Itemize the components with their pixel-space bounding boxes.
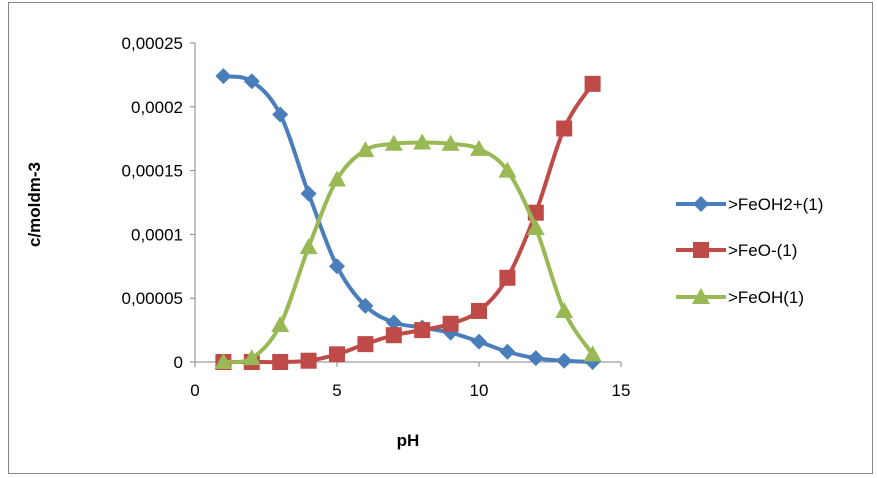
y-tick-label: 0,0001 (131, 225, 183, 244)
series-3-point (299, 238, 318, 255)
series-3-point (526, 219, 545, 236)
y-tick-label: 0,00015 (122, 162, 183, 181)
series-2-point (329, 346, 345, 363)
y-tick-label: 0,00005 (122, 289, 183, 308)
x-tick-label: 0 (190, 381, 199, 400)
series-1-point (215, 68, 232, 85)
y-axis-title: c/moldm-3 (25, 162, 44, 247)
x-tick-label: 10 (470, 381, 489, 400)
series-1-point (527, 350, 544, 367)
series-1-point (243, 73, 260, 90)
series-3-point (384, 134, 403, 151)
y-tick-label: 0 (174, 353, 183, 372)
y-tick-label: 0,00025 (122, 34, 183, 53)
legend-label: >FeOH2+(1) (728, 195, 823, 214)
series-3-point (356, 141, 375, 158)
legend-entry: >FeOH2+(1) (676, 195, 823, 214)
series-2-point (442, 315, 459, 332)
series-3-point (441, 134, 460, 151)
series-2-point (471, 302, 487, 319)
legend: >FeOH2+(1) >FeO-(1) >FeOH(1) (676, 195, 823, 307)
series-3-point (555, 301, 574, 318)
legend-marker (693, 196, 709, 212)
series-3-point (242, 349, 261, 366)
series-2-point (414, 322, 431, 339)
x-tick-label: 15 (612, 381, 631, 400)
series-2-point (584, 75, 601, 92)
series-1-point (556, 352, 573, 369)
series-1 (215, 68, 601, 370)
series-2-point (385, 327, 402, 344)
x-ticks: 0 5 10 15 (190, 362, 630, 400)
y-tick-label: 0,0002 (131, 98, 183, 117)
series-1-point (300, 185, 317, 202)
series-3-point (214, 353, 233, 369)
series-3-point (583, 345, 602, 362)
legend-entry: >FeOH(1) (676, 288, 804, 307)
legend-label: >FeO-(1) (728, 241, 797, 260)
legend-label: >FeOH(1) (728, 288, 804, 307)
series-2-point (556, 120, 573, 137)
legend-entry: >FeO-(1) (676, 241, 797, 260)
series-1-point (499, 343, 516, 360)
series-2-point (300, 352, 317, 369)
chart-frame (8, 2, 873, 474)
series-3-point (413, 133, 432, 150)
series-2-point (357, 336, 374, 353)
axes (194, 43, 621, 363)
series-3-point (498, 161, 517, 178)
legend-marker (692, 288, 710, 304)
series-1-point (272, 106, 289, 123)
series-3-point (271, 315, 290, 332)
series-3 (214, 133, 602, 369)
series-3-point (470, 139, 488, 156)
series-1-point (357, 297, 374, 314)
legend-marker (693, 242, 709, 258)
y-ticks: 0 0,00005 0,0001 0,00015 0,0002 0,00025 (122, 34, 195, 372)
series-3-point (328, 170, 346, 187)
x-axis-title: pH (397, 431, 420, 450)
series-1-point (471, 333, 487, 350)
series-1-point (329, 258, 345, 275)
series-group (214, 68, 602, 370)
series-1-point (385, 314, 402, 331)
series-2-point (499, 269, 516, 286)
x-tick-label: 5 (332, 381, 341, 400)
series-2-point (272, 354, 289, 370)
